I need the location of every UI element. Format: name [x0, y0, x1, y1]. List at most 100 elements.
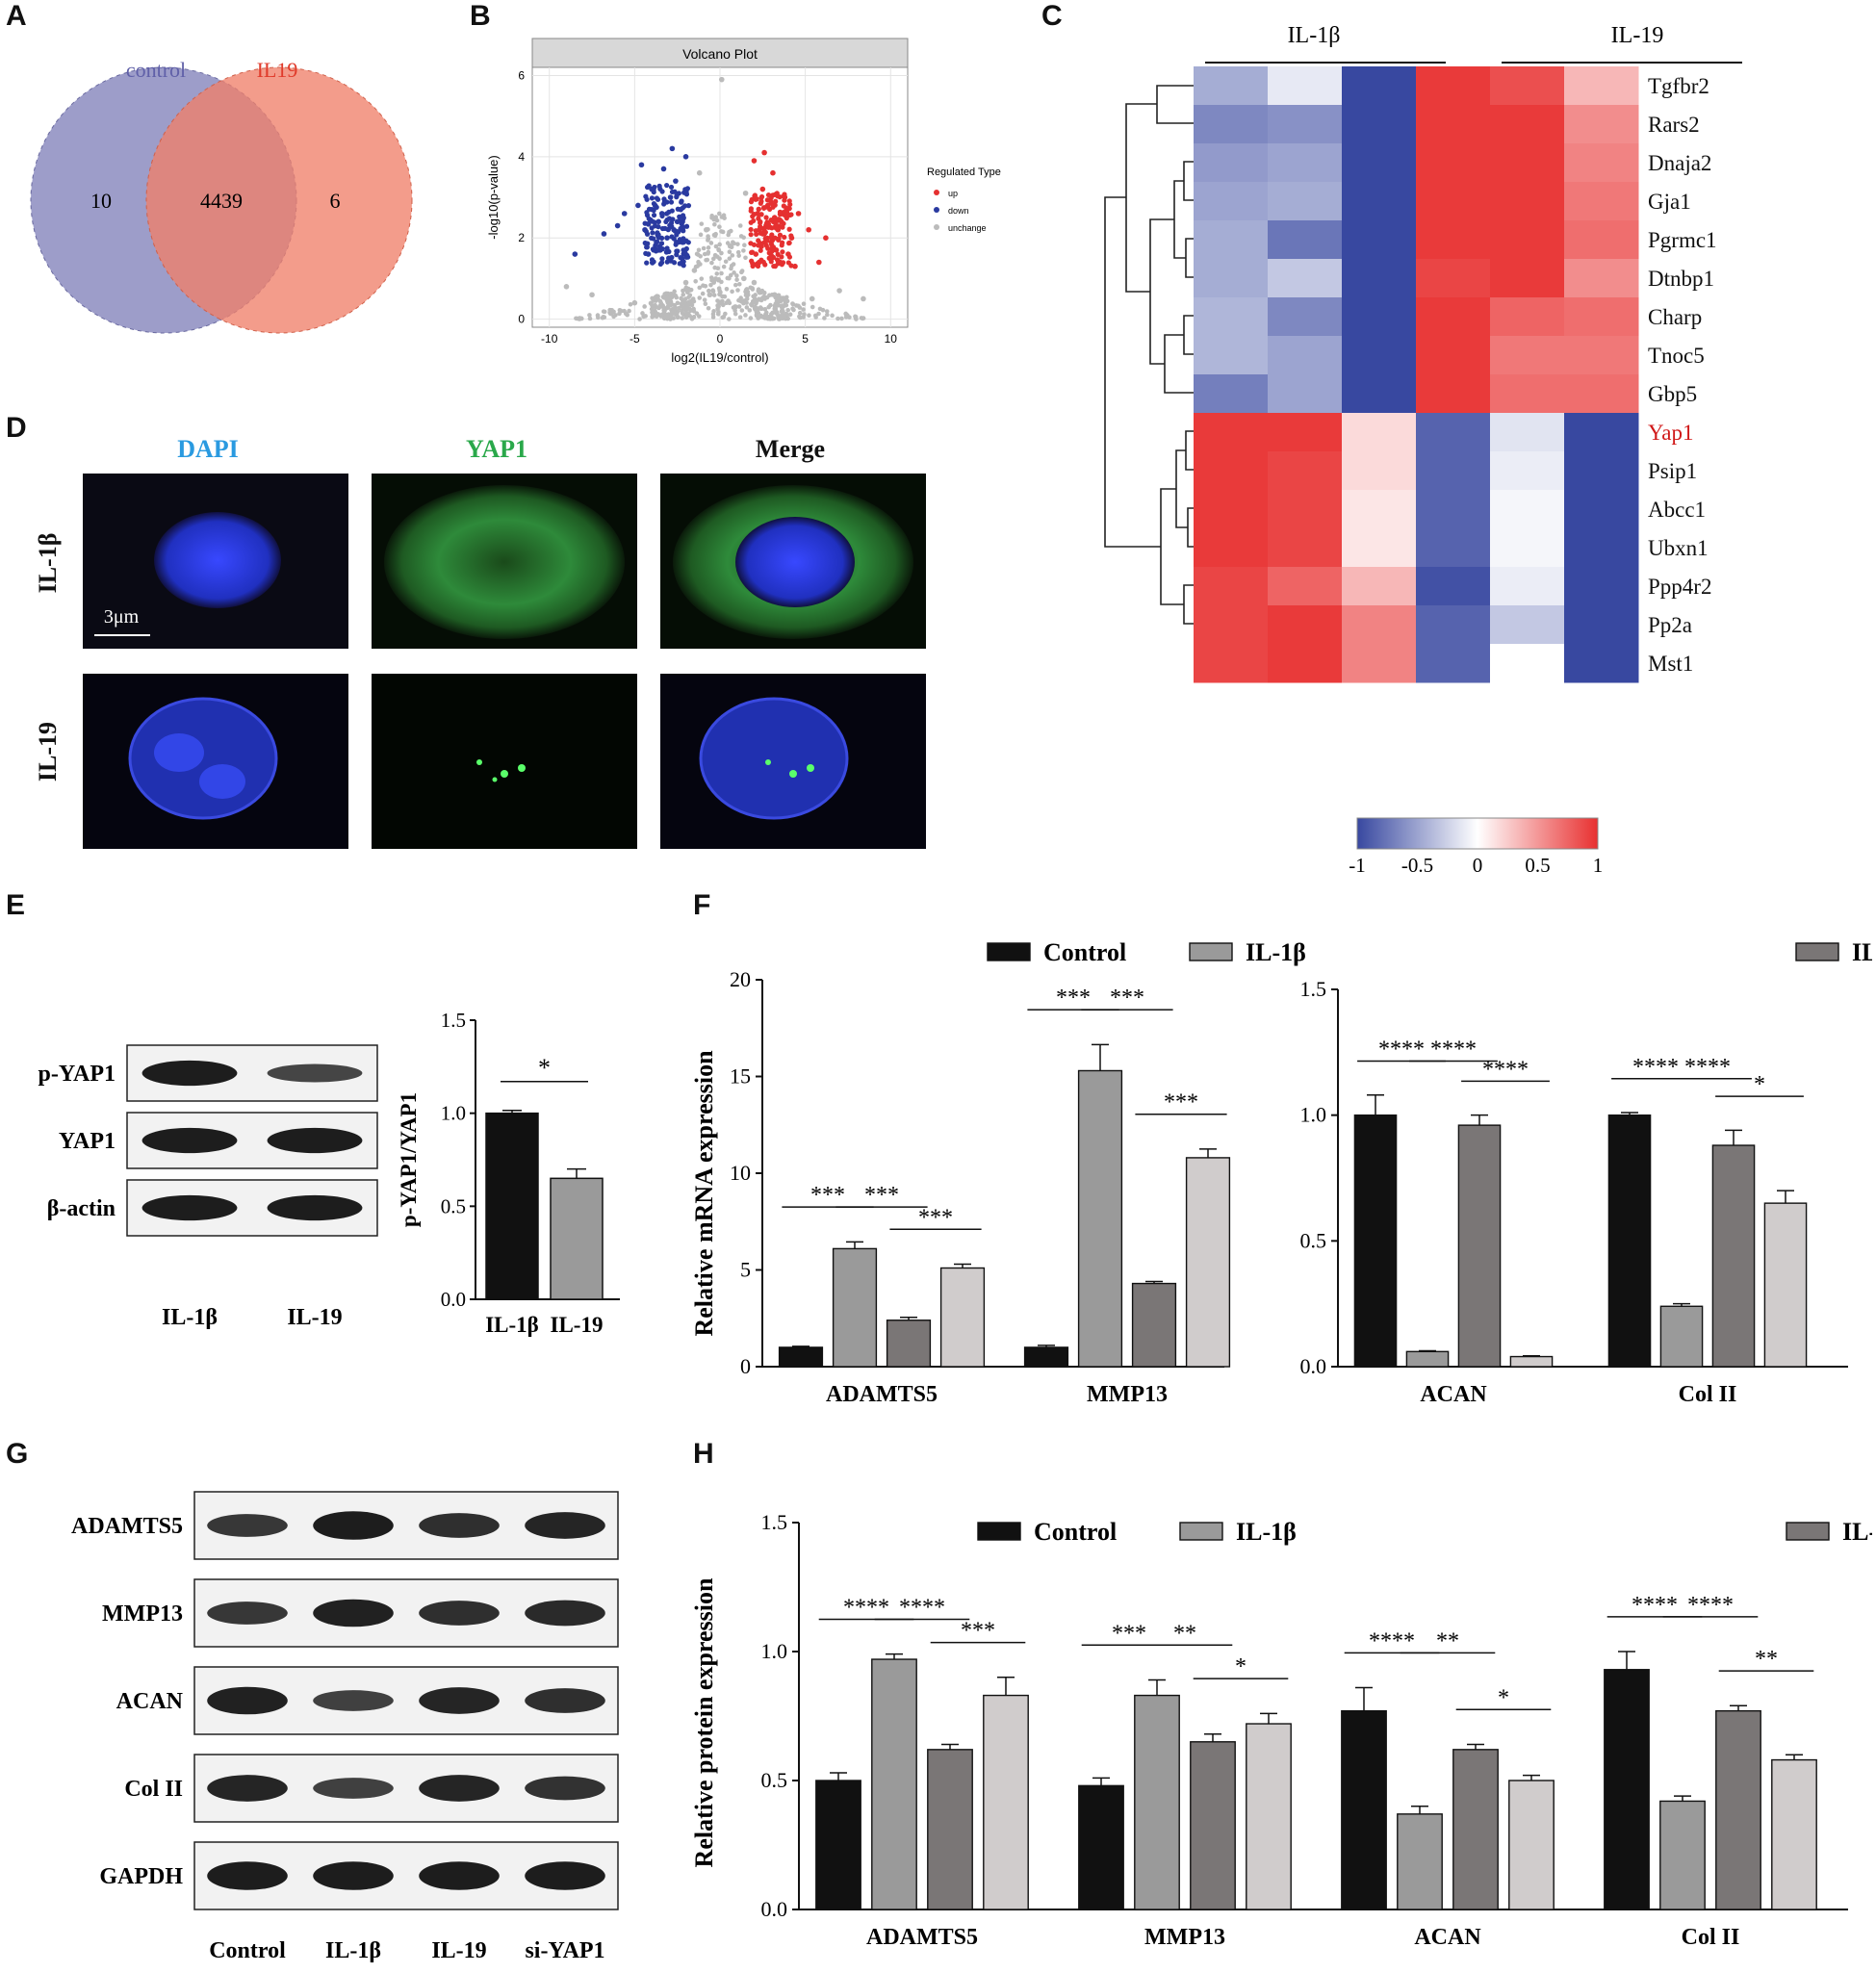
volcano-point-up — [763, 220, 770, 226]
legend-swatch — [1179, 1522, 1223, 1541]
heatmap-colorbar-tick: -1 — [1349, 854, 1366, 876]
volcano-point-up — [759, 186, 766, 192]
volcano-point-down — [677, 237, 682, 243]
panel-letter-b: B — [470, 0, 491, 32]
bar-h-xtick: MMP13 — [1144, 1925, 1225, 1950]
heatmap-row-label: Ubxn1 — [1648, 536, 1709, 560]
heatmap-cell — [1490, 644, 1565, 683]
blot-band — [141, 1127, 238, 1154]
volcano-point-up — [772, 235, 778, 241]
volcano-legend-unchange: unchange — [948, 223, 987, 233]
heatmap-colorbar — [1356, 817, 1599, 850]
blot-band — [313, 1778, 394, 1799]
bar-h-bar — [927, 1749, 973, 1910]
volcano-point-unchange — [724, 287, 730, 292]
heatmap-colorbar-tick: 1 — [1593, 854, 1604, 876]
volcano-point-unchange — [810, 304, 815, 310]
volcano-point-up — [761, 205, 767, 211]
bar-h-bar — [1659, 1800, 1706, 1910]
venn-diagram: control IL19 10 4439 6 — [30, 58, 413, 334]
volcano-point-up — [755, 263, 761, 269]
volcano-point-unchange — [681, 292, 686, 297]
volcano-point-up — [758, 200, 763, 206]
bar-f-right-bar — [1763, 1202, 1808, 1368]
volcano-point-unchange — [764, 295, 770, 300]
volcano-point-unchange — [742, 190, 749, 196]
heatmap-row-label: Pgrmc1 — [1648, 228, 1717, 252]
volcano-point-up — [773, 198, 779, 204]
blot-band — [525, 1776, 605, 1801]
volcano-point-down — [679, 261, 684, 267]
heatmap-cell — [1564, 336, 1639, 375]
volcano-point-unchange — [696, 247, 702, 253]
bar-h-ytick: 0.0 — [761, 1897, 788, 1921]
volcano-point-up — [751, 211, 758, 218]
bar-h-bar — [1771, 1758, 1817, 1910]
volcano-point-unchange — [708, 241, 714, 245]
volcano-point-up — [761, 149, 767, 156]
volcano-point-unchange — [744, 300, 749, 305]
blot-lane-label: IL-19 — [431, 1938, 486, 1963]
volcano-point-down — [654, 195, 660, 201]
volcano-point-unchange — [711, 293, 717, 297]
volcano-point-down — [666, 258, 672, 264]
volcano-point-unchange — [710, 315, 716, 320]
heatmap-cell — [1416, 336, 1491, 375]
if-scale-label: 3μm — [104, 606, 140, 628]
if-nucleus — [154, 512, 281, 608]
volcano-point-unchange — [665, 300, 671, 306]
volcano-point-unchange — [756, 288, 761, 294]
volcano-point-up — [765, 245, 771, 251]
volcano-point-unchange — [739, 269, 745, 273]
volcano-point-unchange — [655, 296, 661, 302]
bar-h-sig-label: **** — [899, 1596, 945, 1621]
blot-band — [207, 1775, 288, 1802]
venn-count-il19: 6 — [330, 189, 341, 213]
volcano-point-down — [674, 239, 680, 245]
heatmap-colorbar-tick: 0 — [1473, 854, 1483, 876]
heatmap-cell — [1564, 490, 1639, 529]
heatmap-cell — [1342, 451, 1417, 491]
heatmap-row-label: Tgfbr2 — [1648, 74, 1709, 98]
panel-letter-h: H — [693, 1438, 714, 1470]
volcano-point-down — [657, 186, 663, 192]
heatmap-cell — [1490, 451, 1565, 491]
bar-h-sig-label: *** — [1112, 1621, 1146, 1646]
bar-f-left-sig-label: *** — [918, 1205, 953, 1230]
heatmap-cell — [1416, 143, 1491, 183]
volcano-point-unchange — [734, 273, 739, 278]
panel-letter-d: D — [6, 412, 27, 444]
volcano-point-unchange — [653, 312, 658, 318]
blot-lane-label: Control — [209, 1938, 286, 1963]
bar-h-ytick: 1.5 — [761, 1510, 788, 1534]
heatmap-cell — [1490, 567, 1565, 606]
heatmap-cell — [1194, 105, 1269, 144]
heatmap-cell — [1268, 605, 1343, 645]
heatmap-cell — [1268, 105, 1343, 144]
volcano-point-unchange — [720, 315, 726, 320]
volcano-point-down — [660, 166, 667, 172]
bar-h-bar — [983, 1694, 1029, 1910]
heatmap-cell — [1416, 105, 1491, 144]
volcano-point-unchange — [702, 251, 707, 257]
volcano-point-unchange — [596, 315, 601, 320]
heatmap-cell — [1490, 336, 1565, 375]
volcano-point-unchange — [711, 280, 717, 285]
volcano-point-unchange — [730, 253, 735, 258]
heatmap-cell — [1490, 143, 1565, 183]
if-merge-puncta — [765, 759, 771, 765]
volcano-point-unchange — [736, 304, 742, 309]
heatmap-cell — [1342, 490, 1417, 529]
volcano-point-unchange — [781, 312, 785, 318]
heatmap-cell — [1416, 567, 1491, 606]
volcano-point-down — [635, 202, 641, 209]
volcano-point-down — [681, 239, 687, 245]
volcano-point-unchange — [696, 169, 703, 176]
heatmap-cell — [1416, 66, 1491, 106]
volcano-point-up — [776, 217, 782, 222]
volcano-point-unchange — [835, 316, 840, 321]
heatmap-cell — [1194, 66, 1269, 106]
legend-label: IL-1β — [1236, 1518, 1297, 1546]
volcano-point-up — [786, 226, 792, 232]
heatmap-cell — [1416, 259, 1491, 298]
